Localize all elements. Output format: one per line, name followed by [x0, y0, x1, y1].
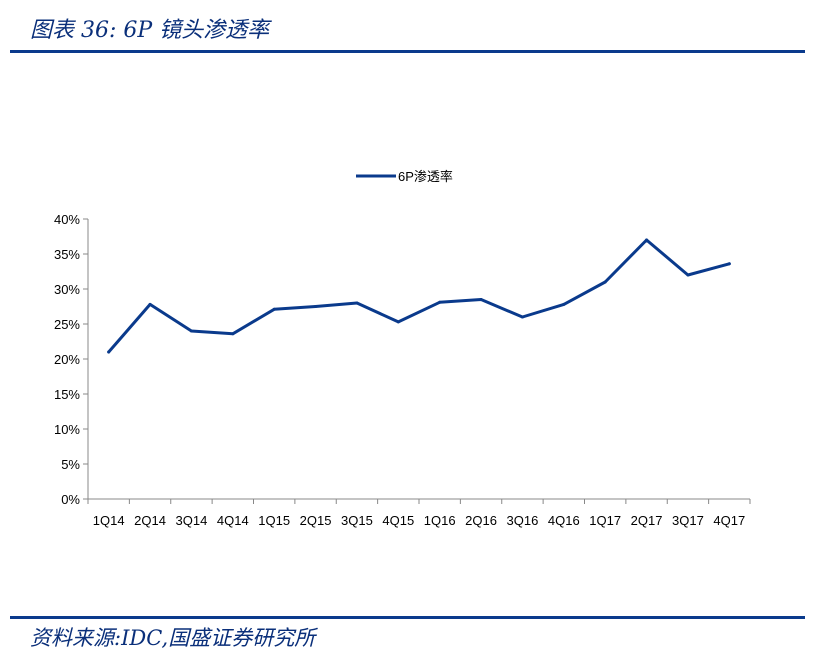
x-tick-label: 1Q15 — [258, 513, 290, 528]
x-tick-label: 3Q14 — [176, 513, 208, 528]
title-divider — [10, 50, 805, 53]
data-point — [645, 238, 649, 242]
data-point — [686, 273, 690, 277]
y-tick-label: 10% — [54, 422, 80, 437]
data-point — [438, 300, 442, 304]
data-point — [189, 329, 193, 333]
y-tick-label: 25% — [54, 317, 80, 332]
x-tick-label: 4Q17 — [713, 513, 745, 528]
y-tick-label: 20% — [54, 352, 80, 367]
data-point — [272, 307, 276, 311]
y-tick-label: 0% — [61, 492, 80, 507]
series-line-6p — [107, 238, 731, 354]
x-tick-label: 2Q14 — [134, 513, 166, 528]
x-tick-label: 4Q14 — [217, 513, 249, 528]
x-tick-label: 1Q17 — [589, 513, 621, 528]
y-tick-label: 35% — [54, 247, 80, 262]
data-point — [107, 350, 111, 354]
x-tick-label: 4Q15 — [382, 513, 414, 528]
y-tick-label: 5% — [61, 457, 80, 472]
data-point — [562, 302, 566, 306]
x-tick-label: 4Q16 — [548, 513, 580, 528]
figure-title: 图表 36: 6P 镜头渗透率 — [30, 18, 270, 43]
y-tick-label: 15% — [54, 387, 80, 402]
data-point — [396, 320, 400, 324]
series-points — [107, 238, 731, 354]
x-tick-label: 2Q17 — [631, 513, 663, 528]
x-tick-label: 3Q16 — [507, 513, 539, 528]
x-tick-label: 1Q16 — [424, 513, 456, 528]
x-tick-label: 2Q15 — [300, 513, 332, 528]
x-tick-label: 3Q15 — [341, 513, 373, 528]
y-tick-label: 40% — [54, 212, 80, 227]
data-point — [314, 305, 318, 308]
data-point — [727, 262, 731, 266]
x-tick-label: 2Q16 — [465, 513, 497, 528]
legend: 6P渗透率 — [356, 169, 453, 184]
x-axis-ticks: 1Q14 2Q14 3Q14 4Q14 1Q15 2Q15 3Q15 4Q15 1Q16 2Q16… — [87, 499, 751, 528]
source-note: 资料来源:IDC,国盛证券研究所 — [30, 626, 316, 650]
data-point — [148, 302, 152, 306]
data-point — [479, 298, 483, 301]
data-point — [520, 315, 524, 319]
source-divider — [10, 616, 805, 619]
y-axis-ticks: 0% 5% 10% 15% 20% 25% 30% 35% 40% — [54, 212, 88, 507]
data-point — [355, 301, 359, 305]
data-point — [603, 280, 607, 284]
data-point — [231, 332, 235, 336]
x-tick-label: 3Q17 — [672, 513, 704, 528]
x-tick-label: 1Q14 — [93, 513, 125, 528]
legend-label: 6P渗透率 — [398, 169, 453, 184]
y-tick-label: 30% — [54, 282, 80, 297]
